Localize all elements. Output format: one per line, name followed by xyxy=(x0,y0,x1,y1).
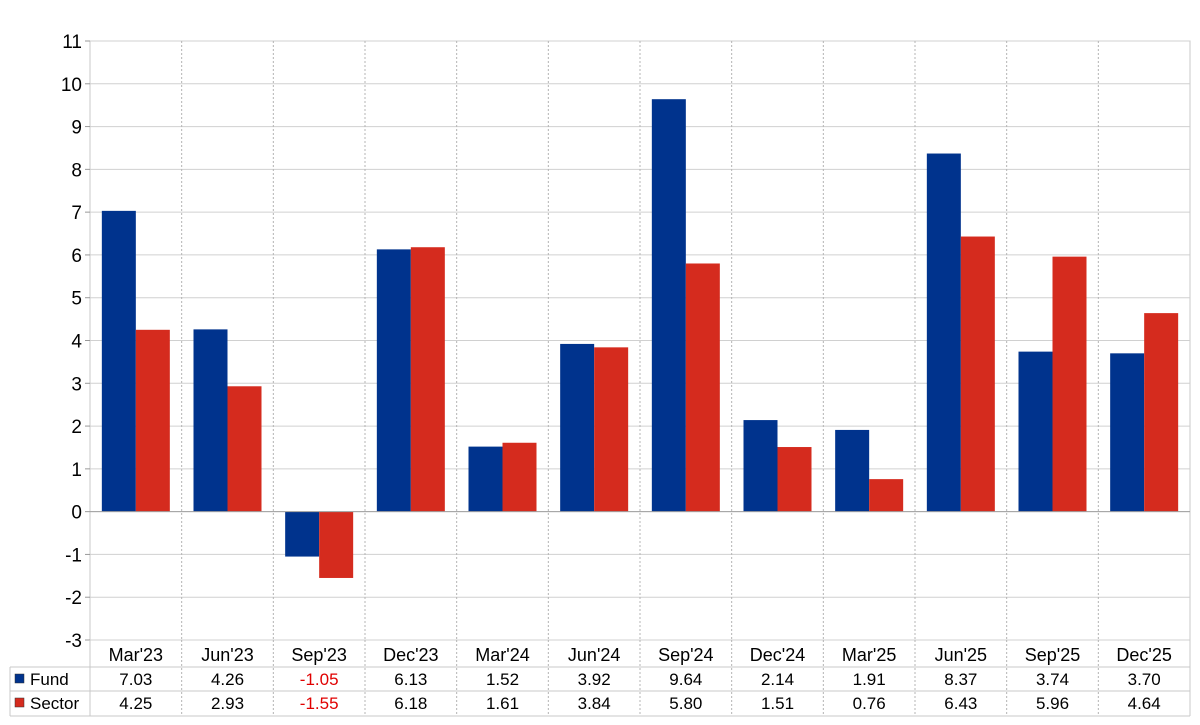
data-label-sector: 3.84 xyxy=(578,694,611,713)
data-label-fund: 8.37 xyxy=(944,670,977,689)
x-tick-label: Sep'25 xyxy=(1025,645,1081,665)
y-tick-label: 8 xyxy=(71,160,82,181)
bar-fund-9 xyxy=(926,153,961,512)
data-label-sector: 4.25 xyxy=(119,694,152,713)
y-tick-label: 10 xyxy=(61,75,82,96)
data-label-sector: 6.18 xyxy=(394,694,427,713)
data-label-sector: 4.64 xyxy=(1128,694,1161,713)
bar-sector-1 xyxy=(227,386,262,512)
y-tick-label: 3 xyxy=(71,374,82,395)
data-label-fund: -1.05 xyxy=(300,670,339,689)
data-label-fund: 1.91 xyxy=(853,670,886,689)
bar-sector-5 xyxy=(594,347,629,512)
y-tick-label: -1 xyxy=(65,545,82,566)
legend-label-fund: Fund xyxy=(30,670,69,689)
bar-sector-7 xyxy=(777,447,812,512)
data-label-fund: 3.74 xyxy=(1036,670,1069,689)
bar-fund-8 xyxy=(835,429,870,512)
x-tick-label: Jun'23 xyxy=(201,645,253,665)
legend-swatch-sector xyxy=(14,697,25,708)
bar-sector-6 xyxy=(685,263,720,512)
data-label-fund: 2.14 xyxy=(761,670,794,689)
data-label-fund: 3.70 xyxy=(1128,670,1161,689)
bar-sector-8 xyxy=(869,479,904,512)
data-label-fund: 4.26 xyxy=(211,670,244,689)
y-tick-label: 1 xyxy=(71,460,82,481)
y-tick-label: -3 xyxy=(65,631,82,652)
y-tick-label: 6 xyxy=(71,246,82,267)
bar-sector-9 xyxy=(960,236,995,512)
bar-sector-11 xyxy=(1144,313,1179,512)
x-tick-label: Dec'25 xyxy=(1116,645,1171,665)
data-label-sector: 0.76 xyxy=(853,694,886,713)
data-label-fund: 6.13 xyxy=(394,670,427,689)
bar-fund-10 xyxy=(1018,351,1053,512)
x-tick-label: Dec'24 xyxy=(750,645,805,665)
x-tick-label: Mar'25 xyxy=(842,645,896,665)
data-label-sector: 1.51 xyxy=(761,694,794,713)
data-label-sector: 5.96 xyxy=(1036,694,1069,713)
y-tick-label: 5 xyxy=(71,289,82,310)
bar-fund-4 xyxy=(468,446,503,512)
bar-sector-4 xyxy=(502,442,537,512)
x-tick-label: Jun'25 xyxy=(935,645,987,665)
x-tick-label: Sep'24 xyxy=(658,645,714,665)
data-label-sector: 5.80 xyxy=(669,694,702,713)
x-tick-label: Mar'24 xyxy=(475,645,529,665)
bar-sector-0 xyxy=(135,329,170,512)
data-label-fund: 9.64 xyxy=(669,670,702,689)
bar-sector-2 xyxy=(319,511,354,578)
legend-label-sector: Sector xyxy=(30,694,79,713)
data-label-sector: 6.43 xyxy=(944,694,977,713)
bar-fund-6 xyxy=(651,99,686,512)
y-tick-label: 11 xyxy=(62,32,82,53)
data-label-fund: 1.52 xyxy=(486,670,519,689)
y-tick-label: 4 xyxy=(71,332,82,353)
bar-fund-2 xyxy=(285,511,320,557)
x-tick-label: Mar'23 xyxy=(109,645,163,665)
bar-fund-11 xyxy=(1110,353,1145,512)
bar-sector-3 xyxy=(410,247,445,512)
data-label-fund: 7.03 xyxy=(119,670,152,689)
bar-fund-3 xyxy=(376,249,411,512)
y-tick-label: 2 xyxy=(71,417,82,438)
y-tick-label: 9 xyxy=(71,118,82,139)
legend-swatch-fund xyxy=(14,673,25,684)
y-tick-label: -2 xyxy=(65,588,82,609)
data-label-sector: -1.55 xyxy=(300,694,339,713)
x-tick-label: Sep'23 xyxy=(291,645,347,665)
x-tick-label: Jun'24 xyxy=(568,645,620,665)
data-label-sector: 2.93 xyxy=(211,694,244,713)
bar-fund-0 xyxy=(101,210,136,512)
bar-fund-1 xyxy=(193,329,228,512)
y-tick-label: 0 xyxy=(71,503,82,524)
x-tick-label: Dec'23 xyxy=(383,645,438,665)
data-label-sector: 1.61 xyxy=(486,694,519,713)
y-tick-label: 7 xyxy=(71,203,82,224)
bar-fund-7 xyxy=(743,420,778,512)
bar-fund-5 xyxy=(560,343,595,512)
bar-sector-10 xyxy=(1052,256,1087,512)
data-label-fund: 3.92 xyxy=(578,670,611,689)
